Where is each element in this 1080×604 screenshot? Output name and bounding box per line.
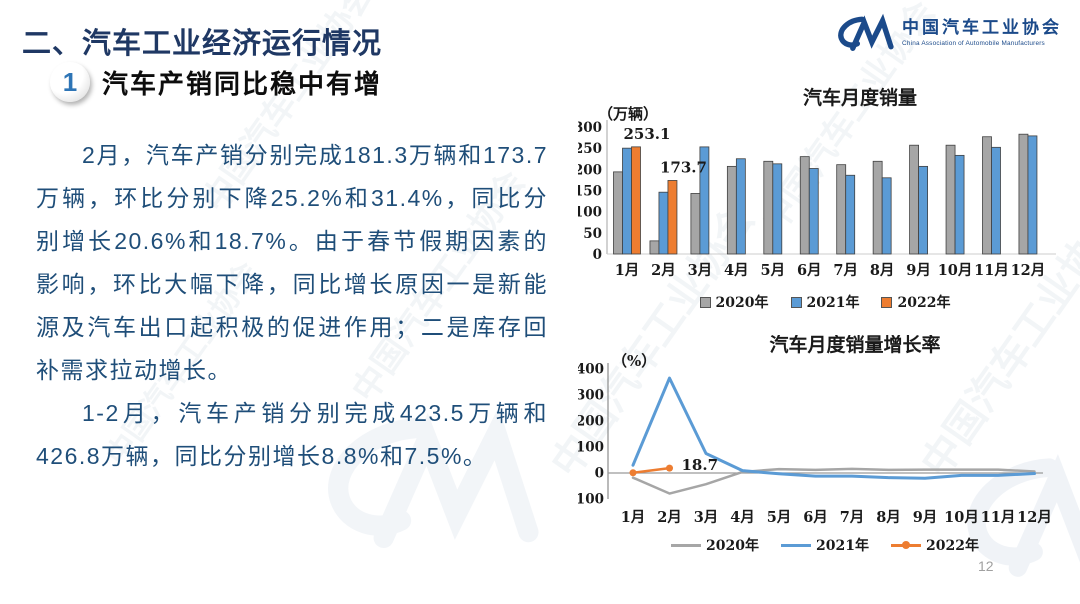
svg-text:100: 100 [578,205,602,221]
svg-text:汽车月度销量: 汽车月度销量 [803,86,917,109]
legend-swatch [671,543,702,547]
svg-text:5月: 5月 [761,262,786,279]
legend-item: 2021年 [790,292,860,312]
legend-label: 2021年 [806,295,860,311]
section-row: 1 汽车产销同比稳中有增 [50,62,382,102]
svg-text:3月: 3月 [694,509,719,526]
svg-text:1月: 1月 [615,262,640,279]
svg-text:150: 150 [578,184,602,200]
svg-text:2月: 2月 [657,509,682,526]
svg-text:10月: 10月 [944,509,979,526]
svg-text:4月: 4月 [730,509,755,526]
svg-text:253.1: 253.1 [624,125,671,143]
svg-text:4月: 4月 [724,262,749,279]
section-heading: 汽车产销同比稳中有增 [102,68,383,99]
svg-text:汽车月度销量增长率: 汽车月度销量增长率 [769,335,940,356]
svg-text:1月: 1月 [621,509,646,526]
svg-text:6月: 6月 [797,262,822,279]
svg-text:12月: 12月 [1011,262,1046,279]
legend-item: 2020年 [671,535,759,555]
svg-text:9月: 9月 [913,509,938,526]
svg-text:173.7: 173.7 [660,158,707,176]
svg-text:200: 200 [578,162,602,178]
section-number: 1 [62,66,78,97]
svg-text:0: 0 [595,466,604,482]
svg-text:11月: 11月 [981,509,1016,526]
legend-label: 2021年 [816,538,869,554]
legend-swatch [790,296,802,308]
legend-swatch [890,541,921,549]
legend-item: 2022年 [881,292,950,312]
svg-text:（万辆）: （万辆） [598,105,658,123]
svg-text:（%）: （%） [612,352,656,370]
body-text: 2月，汽车产销分别完成181.3万辆和173.7万辆，环比分别下降25.2%和3… [36,134,548,478]
svg-text:100: 100 [578,440,604,456]
legend-label: 2020年 [706,538,760,554]
svg-text:300: 300 [578,388,604,404]
svg-text:7月: 7月 [840,509,865,526]
svg-text:0: 0 [593,247,602,263]
section-number-badge: 1 [50,62,90,102]
legend-marker-dot [901,541,910,549]
monthly-sales-bar-chart: 汽车月度销量 （万辆） 0 50 100 150 200 250 300 1月 2月 3月 4月 5月 6月… [578,84,1072,320]
svg-text:6月: 6月 [803,509,828,526]
svg-text:8月: 8月 [870,262,895,279]
legend-swatch [881,296,893,308]
legend-item: 2021年 [781,535,869,555]
svg-text:9月: 9月 [906,262,931,279]
caam-logo-mark-icon [838,13,894,51]
svg-text:200: 200 [578,414,604,430]
svg-text:-100: -100 [578,492,604,508]
svg-text:8月: 8月 [876,509,901,526]
caam-logo-name-en: China Association of Automobile Manufact… [902,39,1045,47]
caam-logo: 中国汽车工业协会 China Association of Automobile… [836,12,1062,54]
caam-logo-names: 中国汽车工业协会 China Association of Automobile… [902,18,1062,47]
page-number: 12 [978,558,994,574]
svg-text:400: 400 [578,362,604,378]
bar-chart-canvas: 汽车月度销量 （万辆） 0 50 100 150 200 250 300 1月 2月 3月 4月 5月 6月… [578,86,1056,279]
svg-text:7月: 7月 [833,262,858,279]
svg-text:18.7: 18.7 [682,456,719,474]
bar-chart-legend: 2020年 2021年 2022年 [578,292,1072,312]
body-paragraph: 1-2月，汽车产销分别完成423.5万辆和426.8万辆，同比分别增长8.8%和… [36,400,548,469]
legend-label: 2022年 [897,295,951,311]
slide-title: 二、汽车工业经济运行情况 [22,28,383,60]
legend-label: 2022年 [925,538,979,554]
legend-label: 2020年 [715,295,769,311]
legend-swatch [781,543,812,547]
svg-text:5月: 5月 [767,509,792,526]
svg-text:12月: 12月 [1017,509,1052,526]
svg-text:300: 300 [578,120,602,136]
monthly-sales-growth-line-chart: 汽车月度销量增长率 （%） 400 300 200 100 0 -100 1月 2月 3月 4月 5月 6… [578,335,1072,581]
line-chart-canvas: 汽车月度销量增长率 （%） 400 300 200 100 0 -100 1月 2月 3月 4月 5月 6… [578,335,1052,526]
legend-swatch [699,296,711,308]
svg-text:50: 50 [583,226,602,242]
svg-text:3月: 3月 [688,262,713,279]
line-chart-legend: 2020年 2021年 2022年 [578,535,1072,555]
caam-logo-name-cn: 中国汽车工业协会 [902,18,1062,38]
svg-text:250: 250 [578,141,602,157]
svg-text:10月: 10月 [938,262,973,279]
svg-text:2月: 2月 [651,262,676,279]
legend-item: 2022年 [890,535,979,555]
body-paragraph: 2月，汽车产销分别完成181.3万辆和173.7万辆，环比分别下降25.2%和3… [36,142,548,383]
legend-item: 2020年 [699,292,769,312]
svg-text:11月: 11月 [974,262,1009,279]
